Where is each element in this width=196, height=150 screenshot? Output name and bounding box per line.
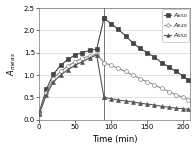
X-axis label: Time (min): Time (min) (92, 135, 137, 144)
Y-axis label: $A_{meas}$: $A_{meas}$ (5, 52, 18, 76)
Legend: $A_{650}$, $A_{620}$, $A_{550}$: $A_{650}$, $A_{620}$, $A_{550}$ (162, 9, 189, 42)
